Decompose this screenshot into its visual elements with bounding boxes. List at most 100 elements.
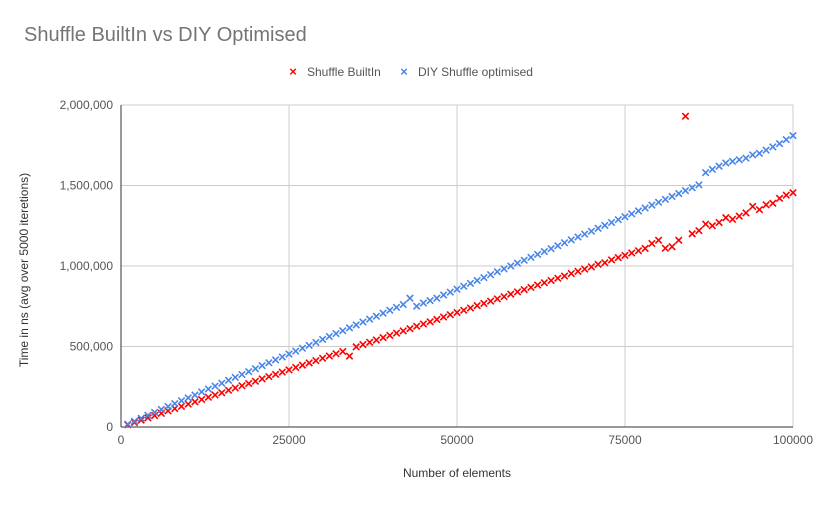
data-point xyxy=(372,312,381,320)
data-point xyxy=(318,354,327,363)
x-axis-title: Number of elements xyxy=(402,466,512,480)
data-point xyxy=(594,224,602,233)
data-point xyxy=(365,338,374,347)
data-point xyxy=(285,350,293,358)
data-point xyxy=(715,218,723,227)
data-point xyxy=(627,210,636,218)
data-point xyxy=(513,288,522,296)
data-point xyxy=(681,186,690,195)
data-point xyxy=(648,201,656,209)
data-point xyxy=(218,379,226,387)
data-point xyxy=(359,318,367,326)
data-point xyxy=(567,269,576,278)
data-point xyxy=(560,239,569,247)
data-point xyxy=(379,333,387,342)
data-point xyxy=(493,268,502,276)
data-point xyxy=(332,349,340,358)
data-series xyxy=(123,112,797,429)
series-builtin xyxy=(123,112,797,429)
data-point xyxy=(231,373,240,382)
data-point xyxy=(325,332,334,341)
data-point xyxy=(157,405,166,414)
data-point xyxy=(251,377,260,386)
legend-label-builtin: Shuffle BuiltIn xyxy=(307,65,381,79)
y-tick-label: 500,000 xyxy=(70,340,114,354)
data-point xyxy=(506,262,515,270)
data-point xyxy=(265,372,273,381)
data-point xyxy=(406,294,414,302)
data-point xyxy=(614,215,623,224)
data-point xyxy=(708,221,717,230)
data-point xyxy=(345,352,354,360)
data-point xyxy=(769,143,777,151)
data-point xyxy=(654,236,663,245)
data-point xyxy=(755,205,764,214)
data-point xyxy=(574,267,582,276)
data-point xyxy=(123,420,132,428)
data-point xyxy=(493,295,502,303)
data-point xyxy=(285,366,293,374)
data-point xyxy=(614,253,623,262)
data-point xyxy=(587,263,596,271)
data-point xyxy=(406,324,414,333)
data-point xyxy=(130,418,139,427)
data-point xyxy=(204,385,213,393)
data-point xyxy=(332,329,340,338)
x-tick-label: 75000 xyxy=(608,433,642,447)
data-point xyxy=(701,220,710,228)
data-point xyxy=(399,327,408,335)
data-point xyxy=(439,291,448,299)
data-point xyxy=(695,181,703,189)
data-point xyxy=(291,347,300,355)
data-point xyxy=(258,361,266,370)
data-point xyxy=(621,251,629,260)
data-point xyxy=(473,276,481,285)
data-point xyxy=(453,308,461,317)
data-point xyxy=(728,157,737,166)
data-point xyxy=(191,391,199,399)
data-point xyxy=(459,282,468,291)
data-point xyxy=(305,341,313,350)
data-point xyxy=(527,283,535,292)
data-point xyxy=(540,278,549,287)
data-point xyxy=(580,230,589,238)
data-point xyxy=(446,288,455,296)
data-point xyxy=(130,417,139,425)
data-point xyxy=(433,315,441,324)
data-point xyxy=(695,226,703,235)
data-point xyxy=(661,195,670,204)
legend-marker-builtin: × xyxy=(289,64,297,79)
legend-label-diy: DIY Shuffle optimised xyxy=(418,65,533,79)
data-point xyxy=(668,242,676,251)
data-point xyxy=(688,183,696,192)
data-point xyxy=(359,340,367,349)
data-point xyxy=(412,302,421,311)
data-point xyxy=(144,414,152,422)
data-point xyxy=(312,356,320,365)
x-tick-label: 50000 xyxy=(440,433,474,447)
data-point xyxy=(735,155,744,164)
data-point xyxy=(433,294,441,302)
data-point xyxy=(654,198,663,207)
data-point xyxy=(251,364,260,373)
data-point xyxy=(399,300,408,309)
data-point xyxy=(177,396,186,405)
data-point xyxy=(211,391,219,399)
data-point xyxy=(211,382,219,390)
data-point xyxy=(244,379,253,388)
data-point xyxy=(668,192,676,201)
data-point xyxy=(386,331,394,340)
data-point xyxy=(574,233,582,241)
data-point xyxy=(184,394,192,402)
data-point xyxy=(728,215,737,224)
data-point xyxy=(446,311,455,319)
y-tick-label: 0 xyxy=(106,420,113,434)
data-point xyxy=(150,408,159,417)
data-point xyxy=(137,416,145,424)
data-point xyxy=(244,367,253,376)
data-point xyxy=(789,131,797,140)
data-point xyxy=(782,135,791,144)
chart-title: Shuffle BuiltIn vs DIY Optimised xyxy=(24,24,307,46)
data-point xyxy=(312,338,320,347)
data-point xyxy=(520,256,528,264)
